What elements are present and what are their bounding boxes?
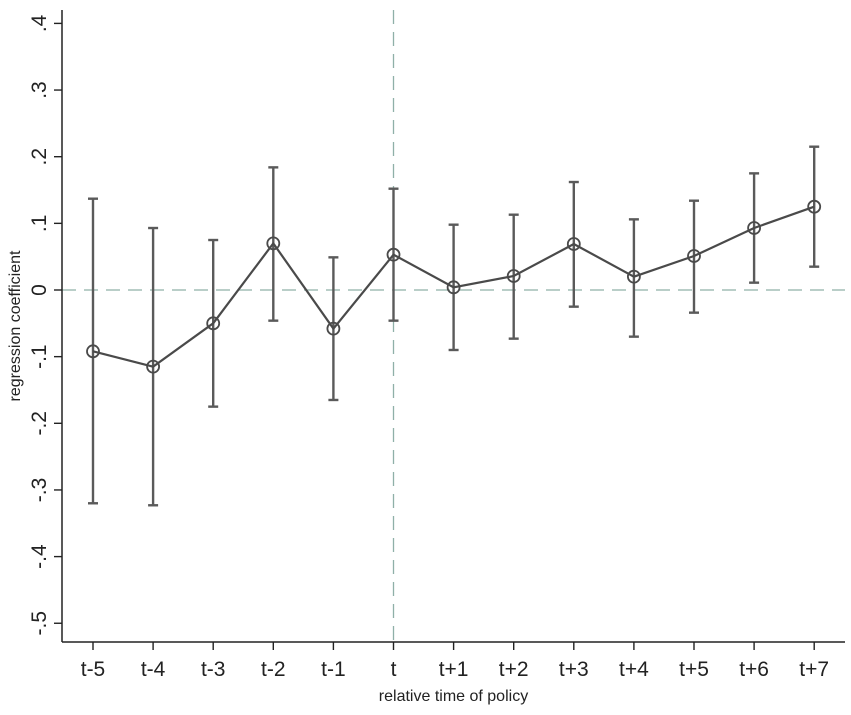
x-tick-label: t+2 [499, 658, 529, 681]
y-tick-label: -.1 [28, 344, 51, 369]
x-tick-label: t-3 [201, 658, 226, 681]
data-point [326, 321, 341, 336]
data-point [386, 247, 401, 262]
data-point [566, 237, 581, 251]
data-point [807, 199, 822, 214]
x-tick-label: t+3 [559, 658, 589, 681]
data-point [266, 236, 281, 251]
y-tick-label: -.2 [28, 411, 51, 436]
x-tick-label: t-2 [261, 658, 286, 681]
x-tick-label: t+5 [679, 658, 709, 681]
x-tick-label: t-1 [321, 658, 346, 681]
y-tick-label: -.4 [28, 544, 51, 569]
x-tick-label: t+7 [799, 658, 829, 681]
data-point [206, 316, 221, 331]
series-line [92, 205, 815, 368]
tick-labels: .4 .3 .2 .1 0 -.1 -.2 -.3 -.4 -.5 t-5 t-4 t-3 t-2 t-1 t… [28, 14, 829, 681]
x-tick-label: t-4 [141, 658, 166, 681]
x-tick-label: t [391, 658, 397, 681]
data-point [747, 221, 761, 235]
data-point [687, 249, 701, 263]
y-tick-label: .2 [28, 148, 51, 166]
y-tick-label: -.3 [28, 478, 51, 503]
y-axis-title: regression coefficient [7, 250, 24, 401]
x-axis-title: relative time of policy [379, 688, 528, 705]
ci-bar [628, 218, 639, 338]
data-point [506, 269, 521, 283]
y-tick-label: .3 [28, 81, 51, 99]
data-point [146, 359, 161, 374]
x-tick-label: t-5 [81, 658, 106, 681]
data-point [446, 280, 461, 295]
ci-bar [88, 197, 98, 505]
coefficient-line [92, 205, 815, 368]
y-tick-label: -.5 [28, 611, 51, 636]
data-point [86, 344, 100, 359]
y-tick-label: 0 [28, 284, 51, 296]
y-tick-label: .1 [28, 215, 51, 233]
axes [54, 10, 845, 650]
reference-lines [62, 10, 845, 642]
data-point [627, 269, 641, 284]
y-tick-label: .4 [28, 14, 51, 32]
x-tick-label: t+1 [439, 658, 469, 681]
x-tick-label: t+6 [739, 658, 769, 681]
x-tick-label: t+4 [619, 658, 649, 681]
series-markers [86, 199, 822, 374]
